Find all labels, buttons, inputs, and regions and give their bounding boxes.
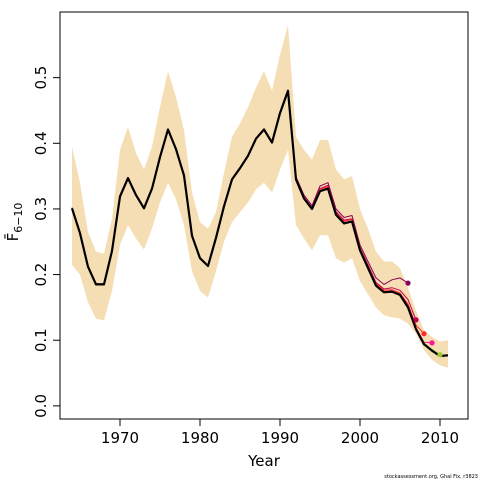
y-axis-title: F̄6−10: [3, 203, 25, 242]
plot-frame: [59, 11, 469, 420]
y-tick-label: 0.0: [32, 394, 50, 418]
x-tick-label: 1990: [261, 429, 299, 447]
x-tick-label: 2000: [341, 429, 379, 447]
x-tick-label: 2010: [421, 429, 459, 447]
series-line-main: [70, 89, 449, 358]
y-tick-label: 0.3: [32, 197, 50, 221]
y-tick-label: 0.5: [32, 66, 50, 90]
svg-text:F̄6−10: F̄6−10: [3, 203, 25, 242]
x-tick-label: 1980: [181, 429, 219, 447]
x-axis-title: Year: [247, 452, 281, 470]
x-axis: 1970 1980 1990 2000 2010: [101, 419, 459, 447]
end-point-layer: [405, 280, 443, 358]
y-axis-title-subscript: 6−10: [12, 203, 25, 233]
y-tick-label: 0.1: [32, 328, 50, 352]
retro-end-point-5: [437, 352, 443, 358]
y-tick-label: 0.2: [32, 263, 50, 287]
retro-end-point-2: [413, 317, 419, 323]
retro-end-point-1: [405, 280, 411, 286]
retro-end-point-3: [421, 331, 427, 337]
retro-end-point-4: [429, 340, 435, 346]
x-tick-label: 1970: [101, 429, 139, 447]
series-layer: [70, 89, 449, 358]
y-tick-label: 0.4: [32, 131, 50, 155]
confidence-band: [72, 25, 448, 368]
y-axis: 0.0 0.1 0.2 0.3 0.4 0.5: [32, 66, 60, 418]
credit-text: stockassessment.org, Ghal Fix, r3823: [384, 474, 478, 480]
y-axis-title-main: F̄: [3, 233, 22, 242]
confidence-band-layer: [72, 25, 448, 368]
